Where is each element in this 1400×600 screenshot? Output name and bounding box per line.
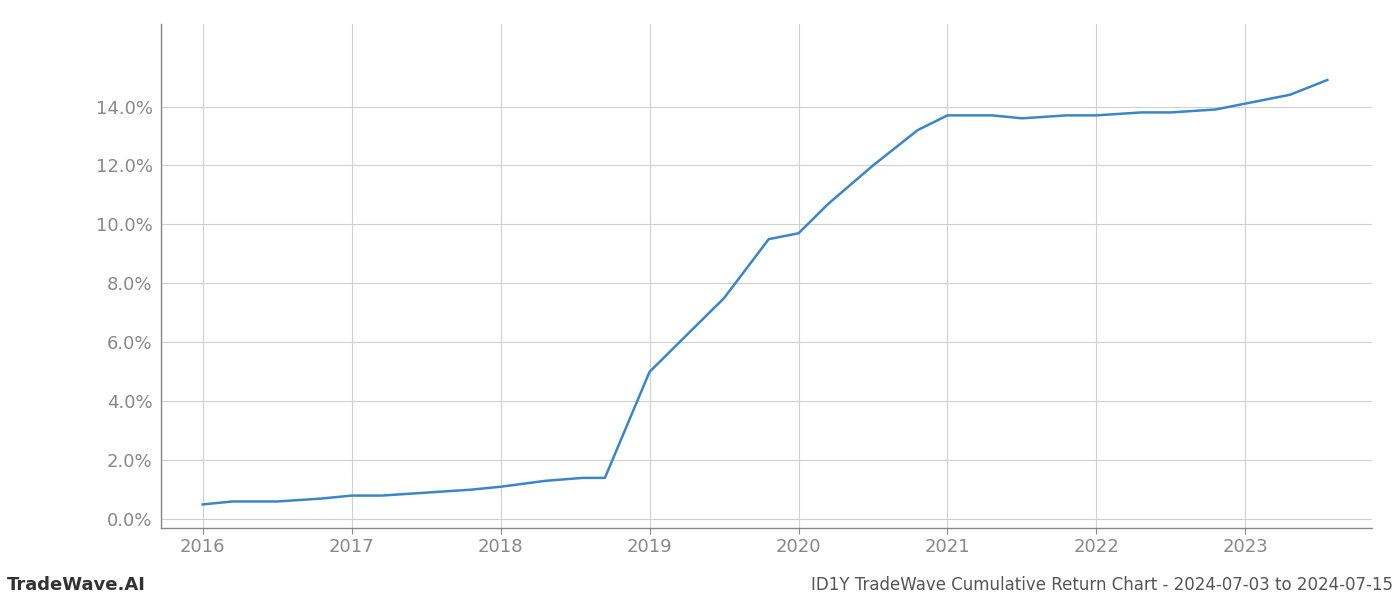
Text: ID1Y TradeWave Cumulative Return Chart - 2024-07-03 to 2024-07-15: ID1Y TradeWave Cumulative Return Chart -…	[811, 576, 1393, 594]
Text: TradeWave.AI: TradeWave.AI	[7, 576, 146, 594]
